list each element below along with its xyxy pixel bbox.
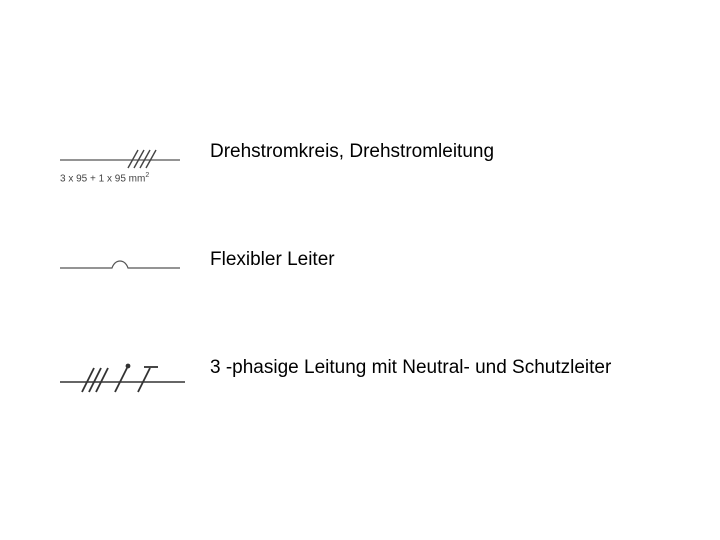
row-drehstromkreis: 3 x 95 + 1 x 95 mm2 Drehstromkreis, Dreh… [0,140,720,210]
row-flexibler-leiter: Flexibler Leiter [0,248,720,318]
symbol-three-phase-neutral-pe [0,356,210,426]
caption-text: 3 x 95 + 1 x 95 mm [60,173,145,184]
description: 3 -phasige Leitung mit Neutral- und Schu… [210,356,720,380]
description: Drehstromkreis, Drehstromleitung [210,140,720,164]
symbol-flexible-conductor [0,248,210,318]
symbol-caption: 3 x 95 + 1 x 95 mm2 [60,172,149,184]
description: Flexibler Leiter [210,248,720,272]
caption-sup: 2 [145,172,149,179]
symbol-three-phase-hatched: 3 x 95 + 1 x 95 mm2 [0,140,210,210]
row-3phasig-neutral-pe: 3 -phasige Leitung mit Neutral- und Schu… [0,356,720,426]
